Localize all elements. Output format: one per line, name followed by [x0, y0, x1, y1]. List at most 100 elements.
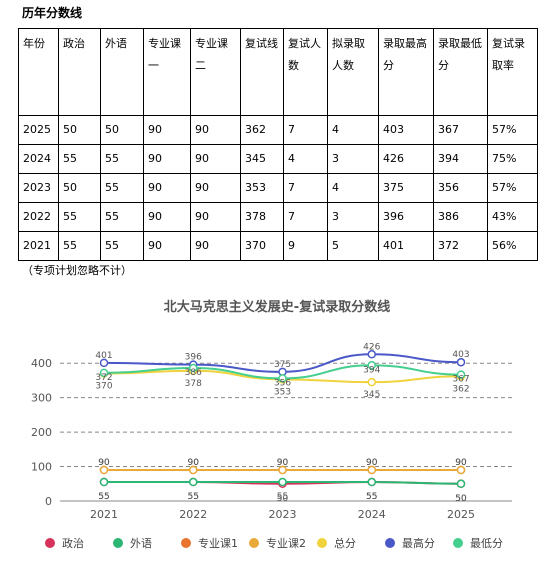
legend-label: 最高分 [402, 536, 435, 550]
table-cell: 2022 [18, 202, 59, 232]
data-label: 401 [95, 351, 112, 361]
table-cell: 401 [378, 231, 434, 261]
data-label: 90 [98, 458, 110, 468]
data-label: 375 [274, 360, 291, 370]
data-label: 90 [366, 458, 378, 468]
table-cell: 90 [190, 144, 241, 174]
table-cell: 396 [378, 202, 434, 232]
data-label: 370 [95, 382, 112, 392]
data-label: 378 [185, 379, 202, 389]
data-point [99, 358, 109, 368]
table-cell: 7 [283, 173, 328, 203]
data-point [99, 368, 109, 378]
table-cell: 7 [283, 115, 328, 145]
data-point [189, 363, 198, 373]
column-header: 复试录取率 [487, 28, 538, 116]
data-point [278, 374, 287, 383]
table-cell: 55 [100, 144, 144, 174]
table-cell: 3 [327, 202, 379, 232]
data-label: 386 [185, 368, 202, 378]
data-label: 55 [188, 492, 199, 502]
table-cell: 75% [487, 144, 538, 174]
data-label: 50 [455, 494, 467, 504]
table-cell: 3 [327, 144, 379, 174]
column-header: 政治 [58, 28, 101, 116]
data-point [367, 465, 376, 475]
legend-label: 最低分 [470, 537, 503, 550]
data-label: 356 [274, 378, 291, 388]
x-tick-label: 2022 [179, 508, 207, 521]
data-label: 55 [366, 492, 377, 502]
data-label: 55 [366, 492, 377, 502]
table-cell: 7 [283, 202, 328, 232]
table-cell: 386 [433, 202, 488, 232]
data-point [367, 377, 376, 387]
data-label: 372 [95, 373, 112, 383]
legend-marker [45, 538, 55, 548]
data-point [367, 361, 376, 370]
table-cell: 2023 [18, 173, 59, 203]
y-tick-label: 400 [31, 357, 52, 370]
data-label: 90 [98, 458, 110, 468]
data-point [278, 477, 287, 487]
column-header: 拟录取人数 [327, 28, 379, 116]
table-cell: 90 [190, 202, 241, 232]
table-cell: 394 [433, 144, 488, 174]
table-cell: 56% [487, 231, 538, 261]
table-cell: 90 [143, 173, 191, 203]
table-row: 2021 55 55 90 90 370 9 5 401 372 56% [18, 231, 538, 261]
data-label: 394 [363, 365, 380, 375]
column-header: 录取最低分 [433, 28, 488, 116]
table-cell: 55 [58, 202, 101, 232]
legend-marker [181, 538, 191, 548]
table-cell: 55 [100, 231, 144, 261]
table-cell: 57% [487, 173, 538, 203]
table-cell: 5 [327, 231, 379, 261]
table-cell: 50 [58, 173, 101, 203]
y-tick-label: 100 [31, 461, 52, 474]
table-cell: 403 [378, 115, 434, 145]
legend-label: 专业课2 [266, 536, 306, 550]
table-cell: 426 [378, 144, 434, 174]
x-tick-label: 2021 [90, 508, 118, 521]
data-point [456, 370, 466, 379]
data-point [456, 357, 466, 367]
table-cell: 372 [433, 231, 488, 261]
column-header: 专业课二 [190, 28, 241, 116]
legend-label: 外语 [130, 537, 152, 550]
data-label: 55 [98, 492, 109, 502]
column-header: 专业课一 [143, 28, 191, 116]
data-point [189, 465, 198, 475]
table-cell: 50 [58, 115, 101, 145]
table-row: 2025 50 50 90 90 362 7 4 403 367 57% [18, 115, 538, 145]
table-cell: 90 [190, 115, 241, 145]
table-cell: 2024 [18, 144, 59, 174]
table-cell: 55 [58, 231, 101, 261]
data-point [456, 479, 466, 489]
table-cell: 362 [240, 115, 284, 145]
table-cell: 375 [378, 173, 434, 203]
data-label: 367 [452, 375, 469, 385]
data-label: 90 [188, 458, 200, 468]
legend-marker [113, 538, 123, 548]
x-tick-label: 2025 [447, 508, 475, 521]
table-cell: 2021 [18, 231, 59, 261]
legend-label: 政治 [62, 536, 84, 550]
table-cell: 4 [327, 173, 379, 203]
table-cell: 345 [240, 144, 284, 174]
data-label: 55 [188, 492, 199, 502]
table-cell: 9 [283, 231, 328, 261]
data-point [367, 477, 376, 487]
table-cell: 367 [433, 115, 488, 145]
data-label: 55 [98, 492, 109, 502]
header-row: 年份 政治 外语 专业课一 专业课二 复试线 复试人数 拟录取人数 录取最高分 录取最低分 复试录取… [18, 28, 538, 116]
data-label: 50 [277, 494, 289, 504]
data-point [278, 465, 287, 475]
table-cell: 90 [143, 144, 191, 174]
table-cell: 43% [487, 202, 538, 232]
data-label: 353 [274, 387, 291, 397]
data-label: 55 [277, 492, 288, 502]
legend-label: 总分 [334, 536, 356, 550]
column-header: 复试线 [240, 28, 284, 116]
